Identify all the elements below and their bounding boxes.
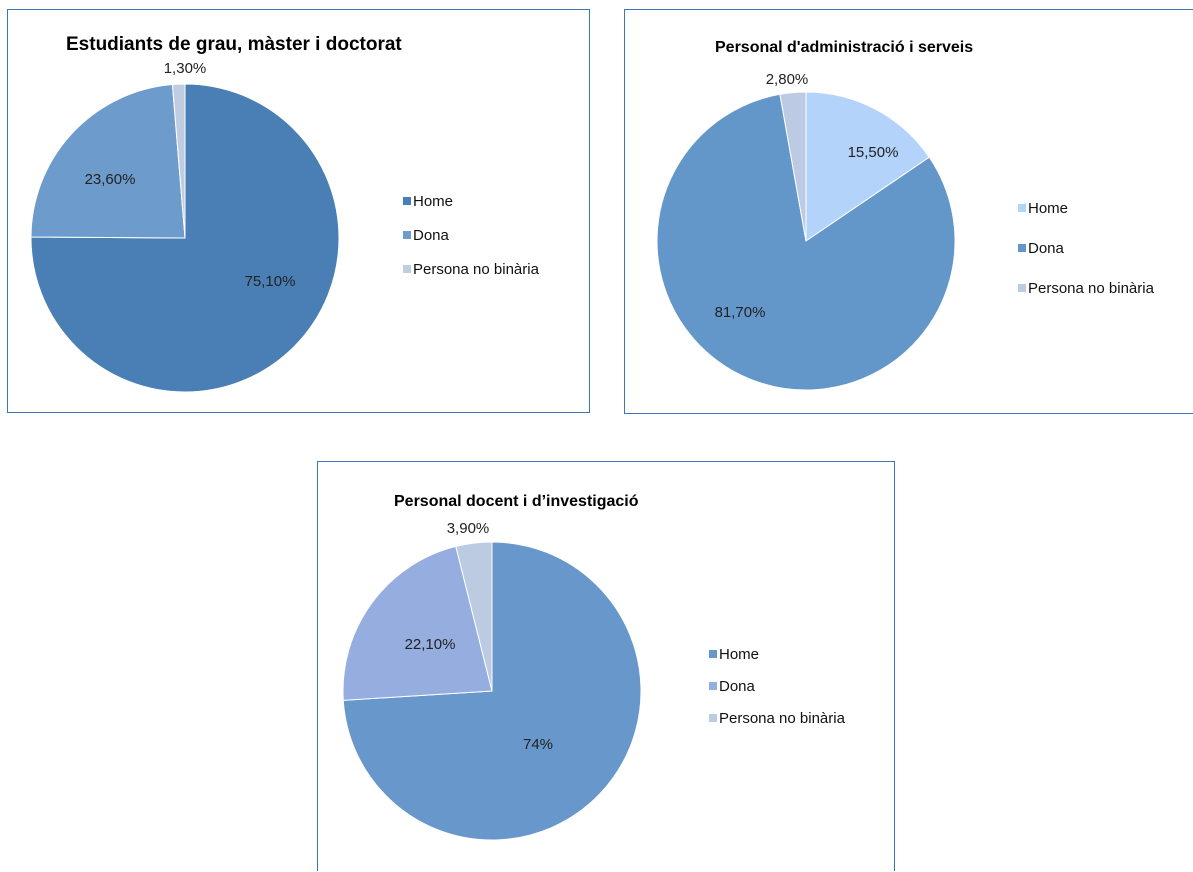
data-label-dona: 22,10% [405,636,456,653]
pie-slice-persona-no-binaria [455,541,493,692]
legend-swatch-dona [709,682,717,690]
chart-title: Estudiants de grau, màster i doctorat [66,34,402,55]
data-label-dona: 23,60% [85,171,136,188]
legend-swatch-home [1018,204,1026,212]
pie-slices [30,83,340,393]
pie-slice-persona-no-binaria [779,91,807,242]
pie-slice-dona [30,83,186,239]
data-label-dona: 81,70% [715,304,766,321]
chart-title: Personal d'administració i serveis [715,39,973,56]
legend-swatch-dona [1018,244,1026,252]
data-label-persona-no-binaria: 1,30% [164,60,207,77]
pie-slice-home [30,83,340,393]
data-label-home: 74% [523,736,553,753]
legend-label-persona-no-binaria: Persona no binària [413,261,540,278]
pie-slice-home [805,91,930,242]
data-label-persona-no-binaria: 3,90% [447,520,490,537]
legend-label-dona: Dona [413,227,450,244]
pie-slices [342,541,642,841]
pie-slice-dona [342,545,493,701]
legend: Home Dona Persona no binària [709,646,846,727]
chart-panel-students: Estudiants de grau, màster i doctorat 75… [7,9,590,413]
data-label-home: 75,10% [245,273,296,290]
chart-title: Personal docent i d’investigació [394,493,639,510]
legend-swatch-dona [403,231,411,239]
legend-label-dona: Dona [719,678,756,695]
legend-swatch-persona-no-binaria [709,714,717,722]
chart-panel-admin-staff: Personal d'administració i serveis 15,50… [624,9,1193,414]
legend-label-dona: Dona [1028,240,1065,257]
pie-slice-persona-no-binaria [171,83,186,239]
legend-swatch-home [709,650,717,658]
data-label-home: 15,50% [848,144,899,161]
legend-label-home: Home [719,646,759,663]
data-label-persona-no-binaria: 2,80% [766,71,809,88]
legend: Home Dona Persona no binària [403,193,540,278]
legend-label-persona-no-binaria: Persona no binària [1028,280,1155,297]
legend: Home Dona Persona no binària [1018,200,1155,297]
pie-chart-admin-staff: Personal d'administració i serveis 15,50… [656,39,1155,391]
legend-label-home: Home [413,193,453,210]
legend-label-home: Home [1028,200,1068,217]
chart-panel-teaching-staff: Personal docent i d’investigació 74% 22,1… [317,461,895,871]
legend-swatch-persona-no-binaria [1018,284,1026,292]
legend-swatch-persona-no-binaria [403,265,411,273]
pie-chart-teaching-staff: Personal docent i d’investigació 74% 22,1… [342,493,846,841]
pie-chart-students: Estudiants de grau, màster i doctorat 75… [30,34,540,393]
legend-label-persona-no-binaria: Persona no binària [719,710,846,727]
legend-swatch-home [403,197,411,205]
pie-slice-dona [656,93,956,391]
pie-slices [656,91,956,391]
